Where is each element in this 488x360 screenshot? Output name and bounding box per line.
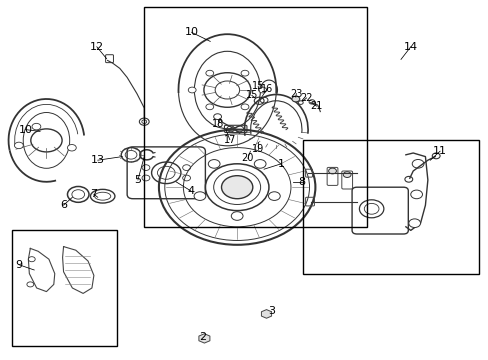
Circle shape [343, 172, 350, 177]
Text: 15: 15 [245, 90, 258, 100]
Circle shape [241, 70, 248, 76]
Circle shape [205, 104, 213, 110]
Text: 7: 7 [90, 189, 97, 199]
Circle shape [205, 70, 213, 76]
Circle shape [268, 192, 280, 201]
Circle shape [411, 159, 423, 168]
Circle shape [328, 168, 336, 174]
Circle shape [15, 142, 23, 149]
Text: 16: 16 [260, 84, 273, 94]
Bar [144, 7, 366, 227]
Text: 19: 19 [251, 144, 264, 154]
Text: 17: 17 [223, 135, 236, 145]
Text: 10: 10 [184, 27, 198, 37]
Text: 8: 8 [298, 177, 305, 187]
Text: 14: 14 [403, 42, 417, 52]
Text: 6: 6 [60, 200, 67, 210]
Text: 13: 13 [91, 155, 104, 165]
Circle shape [142, 165, 149, 171]
Circle shape [183, 165, 190, 171]
Circle shape [32, 123, 41, 130]
Circle shape [67, 144, 76, 151]
Text: 10: 10 [19, 125, 32, 135]
Circle shape [208, 159, 220, 168]
Text: 18: 18 [211, 119, 224, 129]
Text: 12: 12 [90, 42, 103, 52]
Bar [12, 230, 117, 346]
Circle shape [408, 219, 420, 228]
Bar [303, 140, 478, 274]
Circle shape [194, 192, 205, 201]
Circle shape [254, 159, 265, 168]
Text: 1: 1 [277, 159, 284, 169]
Circle shape [183, 175, 190, 181]
Text: 5: 5 [134, 175, 141, 185]
Text: 15: 15 [251, 81, 264, 91]
Text: 20: 20 [241, 153, 254, 163]
Text: 11: 11 [432, 146, 446, 156]
Circle shape [291, 96, 299, 102]
Text: 9: 9 [15, 260, 22, 270]
Text: 21: 21 [310, 101, 323, 111]
Text: 2: 2 [199, 332, 206, 342]
Circle shape [201, 336, 207, 341]
Circle shape [188, 87, 196, 93]
Circle shape [258, 87, 266, 93]
Circle shape [221, 176, 252, 199]
Text: 22: 22 [300, 93, 312, 103]
Circle shape [241, 104, 248, 110]
Circle shape [231, 212, 243, 220]
Text: 4: 4 [187, 186, 194, 196]
Circle shape [142, 175, 149, 181]
Text: 3: 3 [267, 306, 274, 316]
Circle shape [410, 190, 422, 199]
Text: 23: 23 [289, 89, 302, 99]
